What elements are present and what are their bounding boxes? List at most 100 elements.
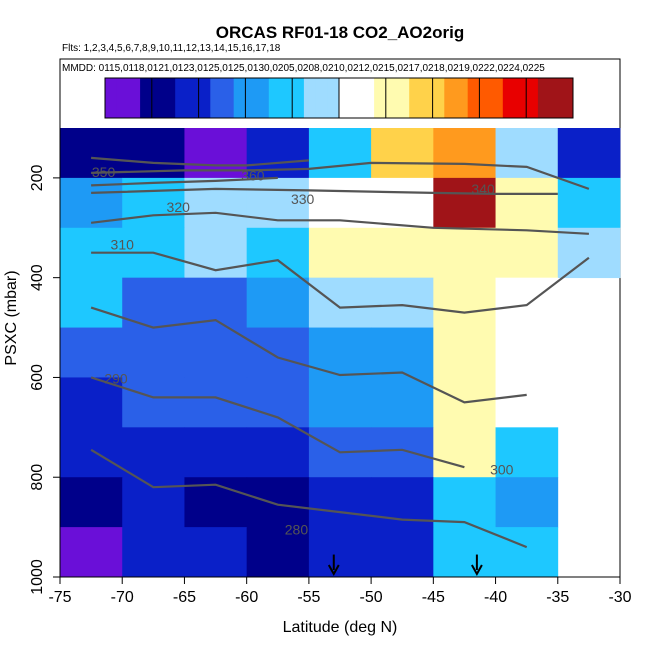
contour-label: 290: [104, 370, 128, 386]
heatmap-cell: [60, 477, 123, 528]
colorbar-segment: [491, 78, 504, 118]
colorbar-segment: [105, 78, 118, 118]
contour-label: 310: [111, 237, 135, 253]
colorbar-segment: [280, 78, 293, 118]
heatmap-cells: [60, 128, 621, 578]
heatmap-cell: [122, 327, 185, 378]
colorbar-segment: [140, 78, 153, 118]
arrow-head: [327, 564, 340, 577]
colorbar-segment: [233, 78, 246, 118]
heatmap-cell: [495, 277, 559, 328]
colorbar-segment: [456, 78, 469, 118]
colorbar-segment: [222, 78, 235, 118]
heatmap-cell: [122, 177, 185, 229]
heatmap-cell: [246, 277, 310, 328]
contour-line: [91, 251, 590, 314]
colorbar-segment: [315, 78, 328, 118]
heatmap-cell: [60, 427, 123, 478]
heatmap-cell: [60, 128, 123, 179]
heatmap-cell: [122, 477, 185, 528]
heatmap-cell: [246, 427, 310, 478]
y-tick-label: 400: [29, 264, 46, 291]
contour-label: 330: [291, 191, 315, 207]
x-tick-label: -40: [484, 589, 507, 606]
heatmap-cell: [308, 327, 372, 378]
heatmap-cell: [433, 177, 496, 229]
contour-label: 280: [285, 522, 309, 538]
heatmap-cell: [557, 128, 621, 179]
chart-subtitle-dates: MMDD: 0115,0118,0121,0123,0125,0125,0130…: [62, 63, 545, 74]
heatmap-cell: [433, 128, 496, 179]
x-tick-label: -30: [608, 589, 631, 606]
colorbar-segment: [549, 78, 562, 118]
heatmap-cell: [433, 477, 496, 528]
heatmap-cell: [495, 527, 559, 578]
arrow-markers: [327, 554, 483, 577]
colorbar-segment: [303, 78, 317, 118]
colorbar-segment: [245, 78, 258, 118]
colorbar-segment: [257, 78, 270, 118]
colorbar-segment: [175, 78, 188, 118]
heatmap-cell: [557, 177, 621, 229]
colorbar-segment: [151, 78, 164, 118]
colorbar-segment: [374, 78, 387, 118]
x-tick-label: -65: [173, 589, 196, 606]
colorbar-segment: [502, 78, 515, 118]
colorbar-segment: [432, 78, 445, 118]
heatmap-cell: [246, 527, 310, 578]
heatmap-cell: [60, 377, 123, 428]
chart-subtitle-flights: Flts: 1,2,3,4,5,6,7,8,9,10,11,12,13,14,1…: [62, 43, 281, 54]
contour-line: [91, 176, 278, 187]
heatmap-cell: [433, 327, 496, 378]
heatmap-cell: [495, 377, 559, 428]
heatmap-cell: [495, 177, 559, 229]
contour-line: [90, 448, 528, 549]
colorbar-segment: [479, 78, 492, 118]
heatmap-cell: [371, 527, 434, 578]
contour-line: [91, 156, 309, 167]
heatmap-cell: [60, 277, 123, 328]
heatmap-cell: [433, 277, 496, 328]
heatmap-cell: [308, 527, 372, 578]
colorbar-segment: [128, 78, 141, 118]
x-tick-label: -55: [297, 589, 320, 606]
heatmap-cell: [122, 377, 185, 428]
heatmap-cell: [184, 377, 248, 428]
heatmap-cell: [122, 277, 185, 328]
heatmap-cell: [184, 427, 248, 478]
heatmap-cell: [433, 227, 496, 279]
x-tick-label: -75: [48, 589, 71, 606]
colorbar-segment: [268, 78, 281, 118]
heatmap-cell: [557, 227, 621, 279]
colorbar-segment: [397, 78, 410, 118]
heatmap-cell: [122, 527, 185, 578]
contour-line: [91, 161, 590, 190]
heatmap-cell: [60, 527, 123, 578]
heatmap-cell: [246, 377, 310, 428]
heatmap-cell: [495, 477, 559, 528]
colorbar-segment: [198, 78, 211, 118]
y-tick-label: 600: [29, 364, 46, 391]
y-axis-label: PSXC (mbar): [3, 270, 20, 365]
colorbar-segment: [350, 78, 363, 118]
heatmap-cell: [495, 327, 559, 378]
heatmap-cell: [308, 277, 372, 328]
heatmap-cell: [60, 327, 123, 378]
colorbar-segment: [362, 78, 375, 118]
y-tick-label: 800: [29, 464, 46, 491]
colorbar-segment: [292, 78, 305, 118]
heatmap-cell: [184, 177, 248, 229]
heatmap-cell: [246, 327, 310, 378]
heatmap-cell: [308, 227, 372, 279]
heatmap-cell: [433, 527, 496, 578]
heatmap-cell: [308, 477, 372, 528]
heatmap-cell: [495, 227, 559, 279]
colorbar-segment: [444, 78, 457, 118]
heatmap-cell: [184, 327, 248, 378]
arrow-head: [471, 564, 483, 577]
chart-title: ORCAS RF01-18 CO2_AO2orig: [216, 23, 464, 42]
contour-line: [90, 211, 589, 235]
x-tick-label: -70: [111, 589, 134, 606]
heatmap-cell: [495, 128, 559, 179]
